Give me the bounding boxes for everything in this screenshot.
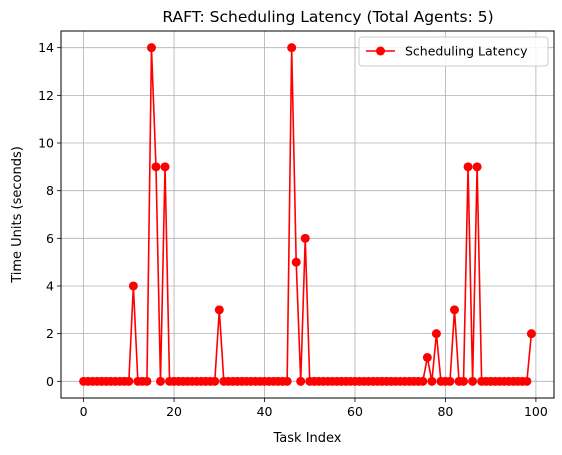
data-point (459, 376, 469, 386)
data-point (472, 162, 482, 172)
x-tick-label: 20 (166, 404, 182, 419)
x-tick-label: 40 (257, 404, 273, 419)
data-point (128, 281, 138, 291)
data-point (463, 162, 473, 172)
x-tick-label: 0 (80, 404, 88, 419)
data-point (160, 162, 170, 172)
data-point (468, 376, 478, 386)
y-tick-label: 10 (38, 136, 54, 151)
data-point (445, 376, 455, 386)
data-point (300, 233, 310, 243)
legend: Scheduling Latency (358, 36, 549, 67)
y-tick-label: 4 (46, 278, 54, 293)
data-point (287, 43, 297, 53)
y-tick-label: 14 (38, 40, 54, 55)
series-line (83, 46, 533, 383)
data-point (427, 376, 437, 386)
y-tick-label: 2 (46, 326, 54, 341)
data-point (418, 376, 428, 386)
data-point (449, 305, 459, 315)
data-point (156, 376, 166, 386)
data-point (124, 376, 134, 386)
chart-title: RAFT: Scheduling Latency (Total Agents: … (162, 8, 493, 26)
legend-label: Scheduling Latency (405, 44, 528, 59)
data-point (296, 376, 306, 386)
data-point (282, 376, 292, 386)
x-axis-label: Task Index (273, 431, 342, 446)
y-tick-label: 8 (46, 183, 54, 198)
data-point (431, 329, 441, 339)
y-tick-label: 0 (46, 374, 54, 389)
data-point (422, 352, 432, 362)
data-point (522, 376, 532, 386)
y-tick-label: 12 (38, 88, 54, 103)
plot-frame (60, 30, 555, 399)
legend-marker-swatch (376, 46, 385, 56)
data-point (291, 257, 301, 267)
data-point (146, 43, 156, 53)
data-point (214, 305, 224, 315)
data-point (142, 376, 152, 386)
data-point (210, 376, 220, 386)
y-axis-label: Time Units (seconds) (10, 146, 25, 284)
data-point (151, 162, 161, 172)
x-tick-label: 80 (437, 404, 453, 419)
series-group (79, 43, 536, 386)
axis-ticks: 0 20 40 60 80 100 0 2 4 6 8 10 12 14 (38, 40, 548, 419)
x-tick-label: 60 (347, 404, 363, 419)
y-tick-label: 6 (46, 231, 54, 246)
x-tick-label: 100 (524, 404, 548, 419)
legend-box (358, 36, 549, 67)
data-point (526, 329, 536, 339)
